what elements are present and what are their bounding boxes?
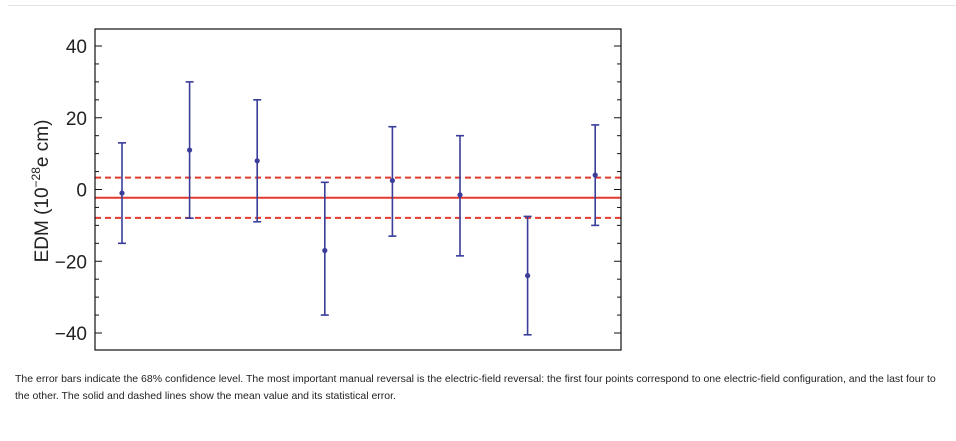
data-point-group [523,215,532,336]
y-tick-label: −40 [55,324,87,345]
y-tick-label: −20 [55,252,87,273]
data-point-marker [322,247,328,254]
data-point-group [320,181,329,316]
error-band-layer [95,176,621,219]
data-point-group [118,142,126,245]
y-axis-label-main: EDM (10 [32,187,53,262]
plot-frame [94,28,622,351]
y-axis-label-tail: e cm) [32,120,53,168]
data-point-marker [187,147,193,153]
y-axis-label: EDM (10−28e cm) [29,120,53,263]
y-tick-label: 40 [66,37,87,58]
data-point-group [253,99,262,223]
data-point-marker [254,158,260,164]
data-point-group [591,124,600,227]
data-point-marker [592,172,598,178]
edm-chart: 40 20 0 −20 −40 EDM (10−28e cm) [29,28,622,351]
y-ticks-layer [95,45,621,334]
y-tick-label: 0 [76,181,87,202]
y-tick-label: 20 [66,109,87,130]
top-divider [8,5,956,6]
y-axis-label-sup: −28 [29,167,43,188]
data-point-marker [525,273,531,279]
data-point-marker [389,177,395,184]
data-points-layer [118,81,600,336]
y-tick-labels: 40 20 0 −20 −40 [55,37,87,345]
data-point-group [456,134,464,257]
data-point-marker [119,190,125,196]
figure-caption: The error bars indicate the 68% confiden… [15,373,936,402]
data-point-group [185,81,194,219]
data-point-marker [457,192,463,198]
data-point-group [388,125,397,237]
